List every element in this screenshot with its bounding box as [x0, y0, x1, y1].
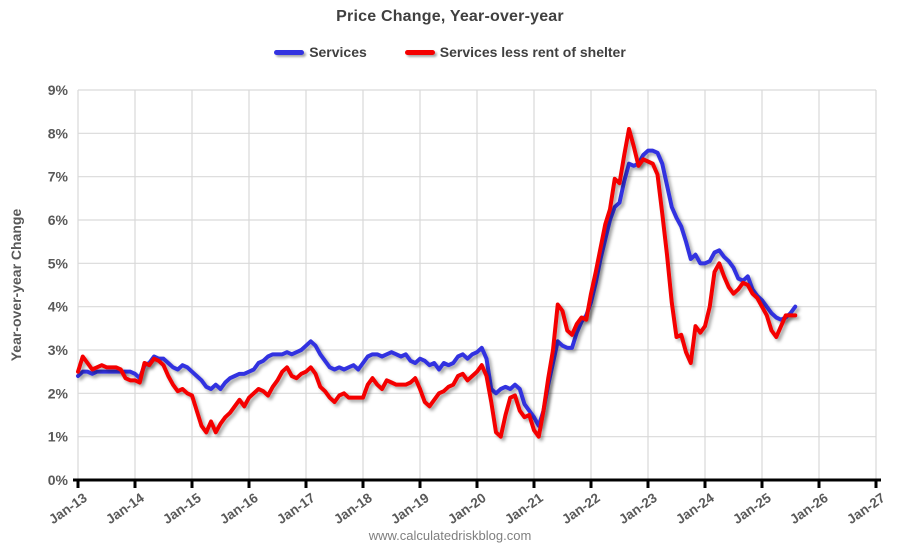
x-tick-label: Jan-20 — [445, 490, 489, 527]
y-tick-label: 6% — [48, 212, 69, 228]
x-tick-label: Jan-13 — [46, 490, 90, 527]
x-tick-label: Jan-22 — [559, 490, 603, 527]
chart-title: Price Change, Year-over-year — [336, 8, 564, 25]
x-tick-label: Jan-23 — [616, 490, 660, 527]
series-line-services-less-rent — [76, 127, 798, 439]
y-tick-label: 1% — [48, 429, 69, 445]
y-tick-label: 7% — [48, 169, 69, 185]
services-line-swatch — [274, 49, 305, 55]
legend-label-services: Services — [309, 44, 367, 60]
x-tick-label: Jan-25 — [730, 490, 774, 527]
y-tick-label: 8% — [48, 125, 69, 141]
legend-label-services-less-rent: Services less rent of shelter — [439, 44, 626, 60]
x-tick-label: Jan-17 — [274, 490, 318, 527]
x-tick-label: Jan-15 — [160, 490, 204, 527]
services-less-rent-line-swatch — [404, 49, 435, 55]
y-tick-label: 5% — [48, 255, 69, 271]
x-tick-label: Jan-18 — [331, 490, 375, 527]
x-tick-label: Jan-16 — [217, 490, 261, 527]
y-tick-label: 0% — [48, 472, 69, 488]
legend-item-services-less-rent: Services less rent of shelter — [404, 44, 626, 60]
y-tick-label: 2% — [48, 385, 69, 401]
site-url-footer: www.calculatedriskblog.com — [368, 528, 532, 543]
x-tick-label: Jan-27 — [844, 490, 888, 527]
chart-legend: Services Services less rent of shelter — [0, 44, 900, 60]
x-tick-label: Jan-14 — [103, 490, 147, 527]
legend-item-services: Services — [274, 44, 367, 60]
y-tick-label: 9% — [48, 82, 69, 98]
y-tick-label: 4% — [48, 299, 69, 315]
series-line-services — [76, 148, 798, 428]
y-tick-label: 3% — [48, 342, 69, 358]
x-tick-label: Jan-24 — [673, 490, 717, 527]
x-tick-label: Jan-26 — [787, 490, 831, 527]
x-tick-label: Jan-21 — [502, 490, 546, 527]
y-axis-title: Year-over-year Change — [8, 208, 24, 362]
x-tick-label: Jan-19 — [388, 490, 432, 527]
